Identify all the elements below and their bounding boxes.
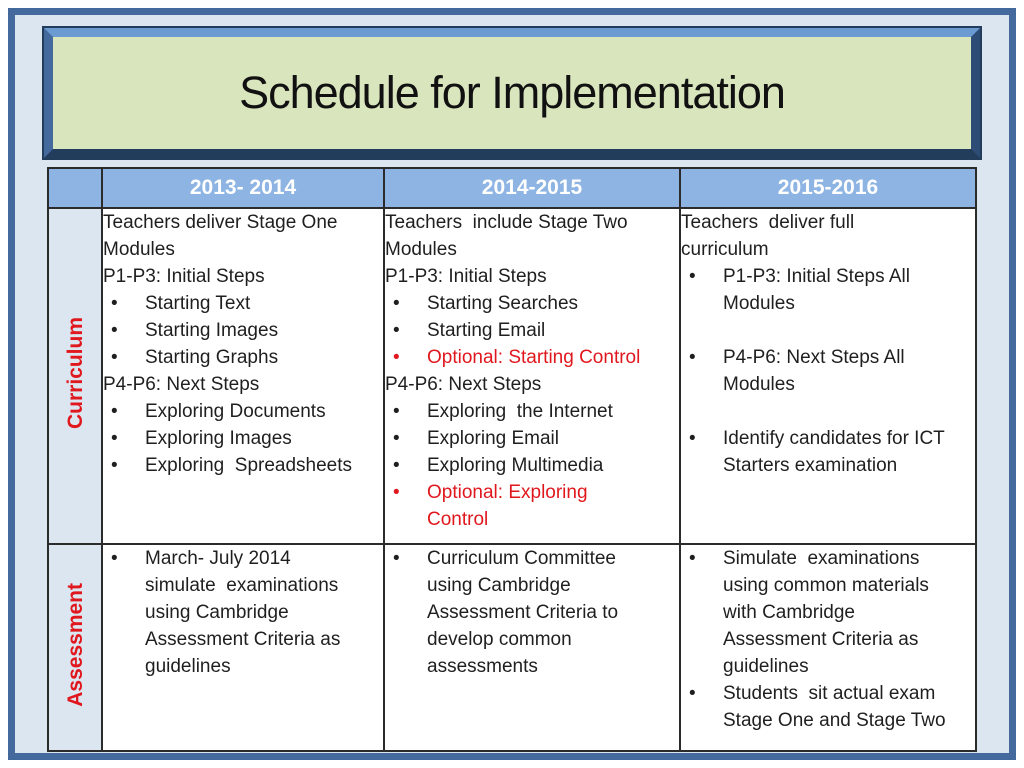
bullet-text: Starting Searches	[427, 293, 579, 314]
text-line: P1-P3: Initial Steps	[385, 266, 547, 287]
bullet-icon: •	[393, 548, 400, 569]
title-box: Schedule for Implementation	[42, 26, 982, 160]
bullet-text: Starting Email	[427, 320, 546, 341]
bullet-line: • Starting Graphs	[103, 344, 383, 371]
bullet-text: Optional: Exploring Control	[427, 482, 588, 530]
bullet-line: • Optional: Exploring Control	[385, 479, 679, 533]
bullet-line: • Starting Text	[103, 290, 383, 317]
cell-curriculum-2015-2016: Teachers deliver full curriculum • P1-P3: …	[679, 207, 977, 545]
bullet-text: Simulate examinations using common mater…	[723, 548, 929, 677]
bullet-line: • Optional: Starting Control	[385, 344, 679, 371]
bullet-text: Exploring the Internet	[427, 401, 613, 422]
bullet-icon: •	[111, 455, 118, 476]
bullet-text: Students sit actual exam Stage One and S…	[723, 683, 946, 731]
spacer	[681, 398, 975, 425]
bullet-icon: •	[393, 428, 400, 449]
curriculum-row: Curriculum Teachers deliver Stage One Mo…	[47, 207, 977, 545]
bullet-text: Exploring Email	[427, 428, 559, 449]
bullet-line: • Identify candidates for ICT Starters ex…	[681, 425, 975, 479]
bullet-icon: •	[393, 455, 400, 476]
bullet-line: • Exploring Spreadsheets	[103, 452, 383, 479]
bullet-line: • Simulate examinations using common mate…	[681, 545, 975, 680]
bullet-icon: •	[689, 428, 696, 449]
bullet-line: • Exploring the Internet	[385, 398, 679, 425]
bullet-line: • Starting Images	[103, 317, 383, 344]
text-line: Teachers deliver Stage One Modules	[103, 212, 338, 260]
text-line: Teachers deliver full curriculum	[681, 212, 855, 260]
text-line: Teachers include Stage Two Modules	[385, 212, 628, 260]
bullet-text: Exploring Documents	[145, 401, 326, 422]
bullet-line: • Starting Email	[385, 317, 679, 344]
schedule-table: 2013- 2014 2014-2015 2015-2016 Curriculu…	[47, 167, 977, 752]
column-header-2015-2016: 2015-2016	[679, 167, 977, 209]
bullet-line: • Exploring Images	[103, 425, 383, 452]
bullet-line: • Students sit actual exam Stage One and …	[681, 680, 975, 734]
slide-frame: Schedule for Implementation 2013- 2014 2…	[8, 8, 1016, 760]
bullet-text: Curriculum Committee using Cambridge Ass…	[427, 548, 619, 677]
bullet-icon: •	[111, 320, 118, 341]
cell-assessment-2015-2016: • Simulate examinations using common mate…	[679, 543, 977, 752]
bullet-text: Starting Graphs	[145, 347, 279, 368]
bullet-icon: •	[111, 293, 118, 314]
text-line: P1-P3: Initial Steps	[103, 266, 265, 287]
bullet-icon: •	[111, 428, 118, 449]
bullet-line: • Curriculum Committee using Cambridge As…	[385, 545, 679, 680]
bullet-icon: •	[689, 683, 696, 704]
bullet-icon: •	[689, 266, 696, 287]
bullet-icon: •	[393, 293, 400, 314]
bullet-line: • P4-P6: Next Steps All Modules	[681, 344, 975, 398]
bullet-icon: •	[689, 548, 696, 569]
column-header-2014-2015: 2014-2015	[383, 167, 681, 209]
bullet-text: Starting Text	[145, 293, 251, 314]
bullet-line: • Exploring Email	[385, 425, 679, 452]
bullet-text: Exploring Multimedia	[427, 455, 604, 476]
bullet-line: • March- July 2014 simulate examinations …	[103, 545, 383, 680]
bullet-line: • Starting Searches	[385, 290, 679, 317]
page-title: Schedule for Implementation	[239, 67, 786, 118]
cell-curriculum-2014-2015: Teachers include Stage Two Modules P1-P3:…	[383, 207, 681, 545]
bullet-text: Identify candidates for ICT Starters exa…	[723, 428, 945, 476]
column-header-2013-2014: 2013- 2014	[101, 167, 385, 209]
corner-cell	[47, 167, 103, 209]
bullet-icon: •	[393, 347, 400, 368]
row-label-assessment: Assessment	[47, 543, 103, 752]
text-line: P4-P6: Next Steps	[103, 374, 260, 395]
text-line: P4-P6: Next Steps	[385, 374, 542, 395]
header-row: 2013- 2014 2014-2015 2015-2016	[47, 167, 977, 209]
row-label-curriculum: Curriculum	[47, 207, 103, 545]
bullet-line: • Exploring Documents	[103, 398, 383, 425]
assessment-label-text: Assessment	[63, 583, 87, 707]
bullet-line: • P1-P3: Initial Steps All Modules	[681, 263, 975, 317]
bullet-text: P1-P3: Initial Steps All Modules	[723, 266, 910, 314]
bullet-text: March- July 2014 simulate examinations u…	[145, 548, 341, 677]
bullet-text: P4-P6: Next Steps All Modules	[723, 347, 905, 395]
bullet-text: Optional: Starting Control	[427, 347, 641, 368]
bullet-icon: •	[393, 482, 400, 503]
curriculum-label-text: Curriculum	[63, 317, 87, 430]
bullet-text: Exploring Images	[145, 428, 292, 449]
spacer	[681, 317, 975, 344]
bullet-icon: •	[393, 320, 400, 341]
bullet-icon: •	[111, 548, 118, 569]
bullet-icon: •	[689, 347, 696, 368]
assessment-row: Assessment • March- July 2014 simulate ex…	[47, 543, 977, 752]
bullet-text: Exploring Spreadsheets	[145, 455, 353, 476]
cell-curriculum-2013-2014: Teachers deliver Stage One Modules P1-P3:…	[101, 207, 385, 545]
cell-assessment-2014-2015: • Curriculum Committee using Cambridge As…	[383, 543, 681, 752]
bullet-line: • Exploring Multimedia	[385, 452, 679, 479]
bullet-text: Starting Images	[145, 320, 279, 341]
cell-assessment-2013-2014: • March- July 2014 simulate examinations …	[101, 543, 385, 752]
bullet-icon: •	[111, 401, 118, 422]
bullet-icon: •	[111, 347, 118, 368]
bullet-icon: •	[393, 401, 400, 422]
